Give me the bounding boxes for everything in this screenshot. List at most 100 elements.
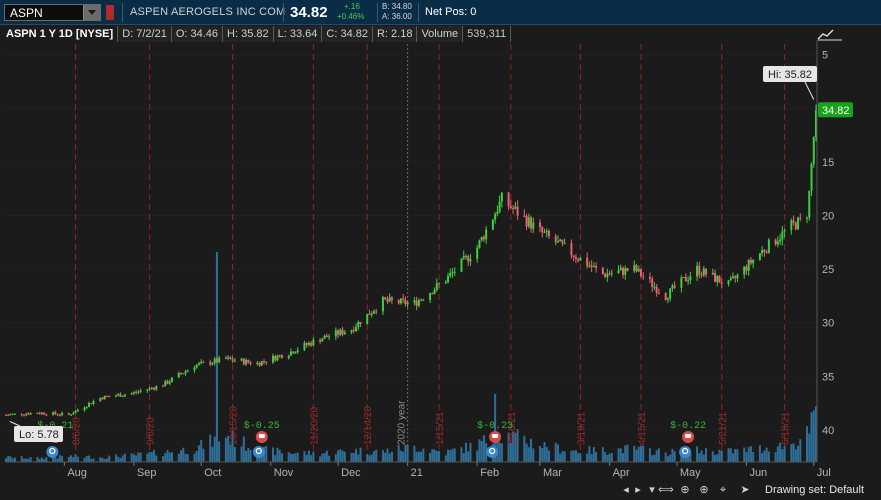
candle-body (606, 273, 609, 277)
volume-bar (312, 451, 315, 462)
candle-body (476, 247, 479, 259)
candle-body (648, 276, 651, 279)
volume-bar (76, 456, 79, 462)
volume-bar (218, 441, 221, 462)
volume-bar (182, 447, 185, 462)
candle-body (467, 255, 470, 262)
volume-bar (736, 449, 739, 462)
volume-bar (559, 453, 562, 462)
candle-body (572, 255, 575, 258)
volume-bar (684, 455, 687, 462)
candle-body (532, 222, 535, 229)
candle-body (462, 256, 465, 259)
candle-body (25, 413, 28, 415)
info-volume-label: Volume (417, 26, 464, 42)
symbol-input[interactable]: ASPN (4, 4, 101, 21)
candle-body (435, 283, 438, 290)
expand-time-icon[interactable]: ⟺ (658, 484, 674, 496)
volume-bar (653, 454, 656, 462)
candle-body (341, 329, 344, 335)
scroll-left-icon[interactable]: ◂ (623, 484, 629, 496)
candle-body (99, 397, 102, 402)
volume-bar (729, 448, 732, 462)
candle-body (153, 387, 156, 390)
volume-bar (404, 444, 407, 462)
candle-body (36, 412, 39, 414)
link-flag-icon[interactable] (106, 5, 114, 20)
zoom-icon[interactable]: ⊕ (699, 484, 709, 496)
volume-bar (350, 452, 353, 462)
event-date-label: 5/21/21 (718, 411, 729, 445)
candle-body (258, 362, 261, 366)
candle-body (289, 351, 292, 356)
candle-body (808, 190, 811, 218)
year-label: 2020 year (397, 400, 408, 445)
volume-bar (637, 446, 640, 462)
candle-body (749, 260, 752, 264)
volume-bar (27, 458, 30, 462)
volume-bar (337, 450, 340, 462)
candle-body (637, 268, 640, 272)
event-date-label: 9/8/20 (146, 417, 157, 445)
volume-bar (429, 452, 432, 462)
candle-body (586, 257, 589, 267)
time-tick-label: Aug (67, 467, 87, 479)
chart-title[interactable]: ASPN 1 Y 1D [NYSE] (4, 26, 119, 42)
volume-bar (197, 445, 200, 462)
collapse-icon[interactable]: ▾ (649, 484, 655, 496)
volume-bar (525, 443, 528, 462)
symbol-dropdown-button[interactable] (83, 5, 100, 20)
volume-bar (99, 457, 102, 462)
volume-bar (258, 454, 261, 462)
cursor-icon[interactable]: ➤ (740, 484, 750, 496)
chart-toolbar: ◂ ▸ ▾ ⟺ ⊕ ⊕ ⌖ ➤ Drawing set: Default (0, 480, 881, 500)
volume-bar (195, 450, 198, 462)
drawing-set-selector[interactable]: Drawing set: Default (765, 484, 865, 496)
candle-body (554, 236, 557, 243)
last-price: 34.82 (290, 4, 328, 21)
volume-bar (13, 457, 16, 462)
candle-body (117, 394, 120, 396)
chart-style-icon[interactable] (817, 28, 843, 41)
volume-bar (321, 453, 324, 462)
volume-bar (655, 450, 658, 462)
volume-bar (731, 453, 734, 462)
volume-bar (447, 449, 450, 462)
volume-bar (289, 453, 292, 462)
candle-body (731, 276, 734, 279)
candle-body (359, 322, 362, 325)
earnings-glyph (682, 447, 689, 455)
candle-body (139, 390, 142, 392)
candle-body (240, 358, 243, 361)
candle-body (38, 413, 41, 415)
volume-bar (539, 446, 542, 462)
candle-body (229, 357, 232, 360)
scroll-right-icon[interactable]: ▸ (635, 484, 641, 496)
candle-body (224, 357, 227, 359)
event-date-label: 6/18/21 (781, 411, 792, 445)
candle-body (429, 293, 432, 300)
volume-bar (52, 457, 55, 462)
volume-bar (45, 457, 48, 462)
candle-body (422, 299, 425, 301)
volume-bar (776, 446, 779, 462)
event-lines (75, 44, 786, 462)
volume-bar (328, 455, 331, 462)
pan-icon[interactable]: ⌖ (719, 484, 727, 496)
candle-body (22, 414, 25, 416)
candle-body (375, 311, 378, 313)
volume-bar (200, 440, 203, 462)
volume-bar (36, 456, 39, 462)
candle-body (447, 276, 450, 283)
volume-bar (213, 436, 216, 462)
volume-bar (815, 406, 817, 462)
candle-body (539, 222, 542, 228)
volume-bar (117, 456, 120, 462)
volume-bar (215, 252, 218, 462)
candle-body (328, 336, 331, 338)
crosshair-icon[interactable]: ⊕ (680, 484, 690, 496)
candle-body (516, 206, 519, 216)
volume-bar (402, 451, 405, 462)
candle-body (148, 387, 151, 390)
